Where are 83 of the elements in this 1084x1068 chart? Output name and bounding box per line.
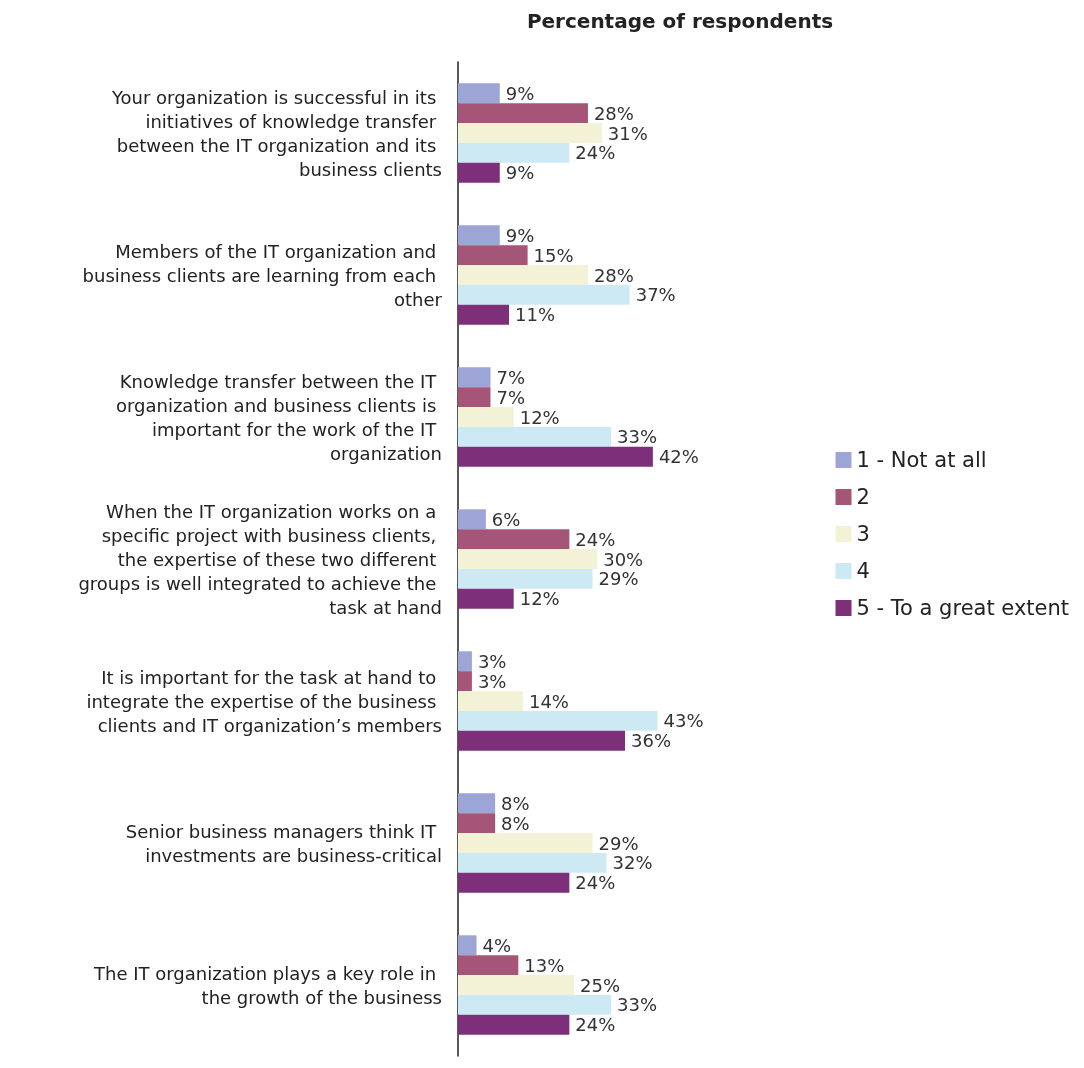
bar bbox=[458, 730, 626, 751]
data-label: 3% bbox=[477, 670, 507, 692]
bar bbox=[458, 994, 612, 1015]
y-tick-label: Your organization is successful in its initiatives of knowledge transfer between the IT organization and its business clients bbox=[110, 86, 442, 180]
legend-label: 2 bbox=[856, 485, 870, 509]
data-label: 14% bbox=[528, 690, 569, 712]
bar bbox=[458, 671, 472, 692]
bar bbox=[458, 245, 528, 266]
bar bbox=[458, 304, 510, 325]
bar bbox=[458, 142, 570, 163]
bar bbox=[458, 935, 477, 956]
y-tick-label: Knowledge transfer between the IT organization and business clients is important for the work of the IT organization bbox=[115, 370, 442, 464]
bar bbox=[458, 1014, 570, 1035]
bar bbox=[458, 509, 486, 530]
bar bbox=[458, 833, 593, 853]
bar bbox=[458, 123, 602, 143]
data-label: 33% bbox=[617, 994, 658, 1016]
data-label: 29% bbox=[598, 568, 639, 590]
data-label: 7% bbox=[496, 386, 526, 408]
legend-label: 3 bbox=[856, 522, 870, 546]
bar bbox=[458, 793, 496, 814]
bar bbox=[458, 975, 574, 995]
bar bbox=[458, 265, 588, 285]
bar bbox=[458, 691, 523, 711]
y-tick-label: It is important for the task at hand to integrate the expertise of the business clients and IT organization’s members bbox=[86, 666, 442, 736]
data-label: 9% bbox=[505, 162, 535, 184]
data-label: 4% bbox=[482, 934, 512, 956]
bar bbox=[458, 103, 588, 124]
data-label: 31% bbox=[607, 122, 648, 144]
data-label: 29% bbox=[598, 832, 639, 854]
legend-label: 5 - To a great extent bbox=[856, 596, 1070, 620]
bar bbox=[458, 710, 658, 731]
y-tick-label: Senior business managers think IT investments are business-critical bbox=[125, 820, 442, 866]
data-label: 43% bbox=[663, 710, 704, 732]
legend-label: 1 - Not at all bbox=[856, 448, 987, 472]
data-label: 37% bbox=[635, 284, 676, 306]
bar bbox=[458, 852, 607, 873]
bar bbox=[458, 225, 500, 246]
data-label: 12% bbox=[519, 588, 560, 610]
data-label: 24% bbox=[575, 1014, 616, 1036]
bar bbox=[458, 529, 570, 550]
bar bbox=[458, 651, 472, 672]
data-label: 15% bbox=[533, 244, 574, 266]
data-label: 11% bbox=[515, 304, 556, 326]
data-label: 9% bbox=[505, 82, 535, 104]
data-label: 8% bbox=[501, 812, 530, 834]
data-label: 32% bbox=[612, 852, 653, 874]
bar bbox=[458, 813, 496, 834]
chart-title: Percentage of respondents bbox=[526, 9, 834, 33]
legend-label: 4 bbox=[856, 559, 870, 583]
bar bbox=[458, 446, 653, 467]
y-tick-label: When the IT organization works on a specific project with business clients, the expertise of these two different groups is well integrated to achieve the task at hand bbox=[78, 500, 442, 618]
data-label: 7% bbox=[496, 366, 526, 388]
data-label: 13% bbox=[524, 954, 565, 976]
bar bbox=[458, 367, 491, 388]
data-label: 30% bbox=[603, 548, 644, 570]
bar bbox=[458, 872, 570, 893]
data-label: 24% bbox=[575, 872, 616, 894]
bar bbox=[458, 83, 500, 104]
bar bbox=[458, 588, 514, 609]
bar bbox=[458, 284, 630, 305]
data-label: 12% bbox=[519, 406, 560, 428]
data-label: 6% bbox=[491, 508, 521, 530]
y-tick-label: The IT organization plays a key role in the growth of the business bbox=[92, 962, 442, 1008]
bar bbox=[458, 407, 514, 427]
bar bbox=[458, 387, 491, 408]
data-label: 25% bbox=[580, 974, 621, 996]
bar bbox=[458, 549, 598, 569]
data-label: 24% bbox=[575, 142, 616, 164]
data-label: 28% bbox=[593, 264, 634, 286]
data-label: 42% bbox=[658, 446, 699, 468]
bar bbox=[458, 162, 500, 183]
data-label: 8% bbox=[501, 792, 530, 814]
data-label: 9% bbox=[505, 224, 535, 246]
bar bbox=[458, 955, 519, 976]
data-label: 24% bbox=[575, 528, 616, 550]
data-label: 28% bbox=[593, 102, 634, 124]
y-tick-label: Members of the IT organization and business clients are learning from each other bbox=[82, 240, 443, 310]
bar bbox=[458, 568, 593, 589]
data-label: 36% bbox=[631, 730, 672, 752]
bar bbox=[458, 426, 612, 447]
data-label: 3% bbox=[477, 650, 507, 672]
data-label: 33% bbox=[617, 426, 658, 448]
